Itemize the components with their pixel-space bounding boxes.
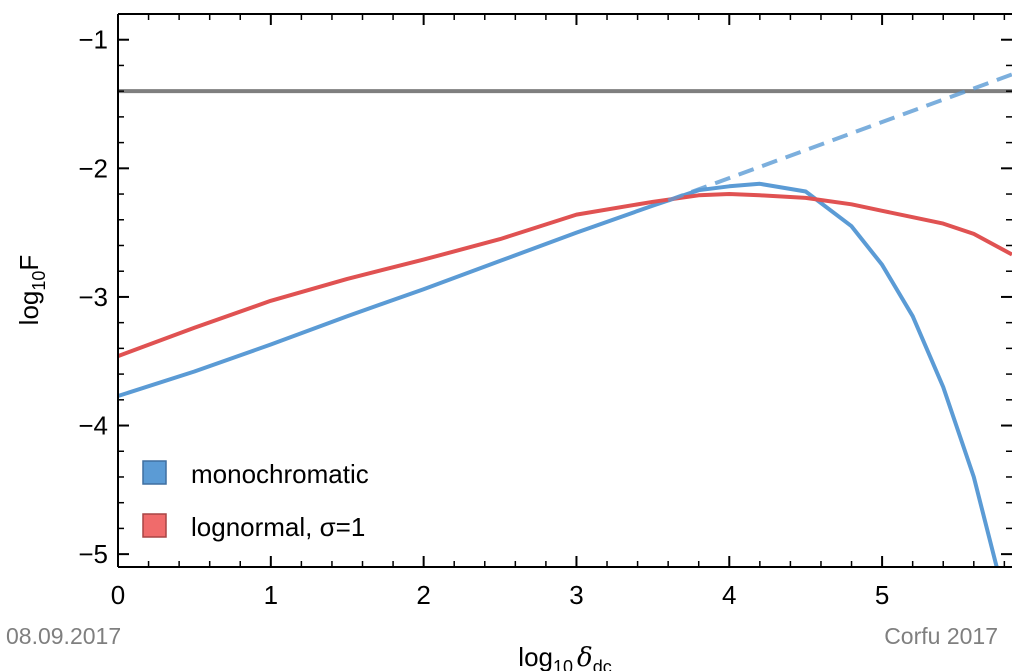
series-line-lognormal	[117, 192, 1012, 358]
series-line-monochromatic	[117, 181, 999, 568]
y-axis-label-symbol: F	[14, 255, 44, 271]
x-tick-label: 4	[722, 580, 736, 610]
axis-ticks	[117, 14, 1012, 567]
legend-swatch-monochromatic	[142, 460, 167, 485]
footer-event: Corfu 2017	[884, 623, 998, 649]
x-axis-label-symbol: δ	[577, 643, 593, 671]
legend-swatch-lognormal	[142, 513, 167, 538]
x-axis-label: log10 δdc	[518, 642, 611, 671]
x-axis-label-sub: 10	[553, 657, 573, 671]
x-tick-label: 0	[111, 580, 125, 610]
legend: monochromatic lognormal, σ=1	[142, 459, 369, 542]
series-line-extrapolation	[667, 72, 1012, 203]
x-tick-label: 2	[416, 580, 430, 610]
y-tick-label: −5	[78, 539, 108, 569]
footer-date: 08.09.2017	[6, 623, 122, 649]
plot-lines	[117, 72, 1012, 568]
x-tick-label: 3	[569, 580, 583, 610]
x-axis-label-symbol-sub: dc	[593, 657, 612, 671]
x-tick-label: 5	[875, 580, 889, 610]
y-tick-label: −3	[78, 282, 108, 312]
x-axis-label-base: log	[518, 642, 553, 671]
y-axis-label-sub: 10	[29, 271, 49, 291]
legend-label-monochromatic: monochromatic	[191, 459, 369, 489]
y-tick-label: −1	[78, 25, 108, 55]
y-axis-label-base: log	[14, 291, 44, 326]
y-axis-label: log10F	[14, 255, 49, 326]
tick-labels: 0 1 2 3 4 5 −1 −2 −3 −4 −5	[78, 25, 889, 610]
legend-label-lognormal: lognormal, σ=1	[191, 512, 365, 542]
y-tick-label: −2	[78, 153, 108, 183]
y-tick-label: −4	[78, 411, 108, 441]
x-tick-label: 1	[264, 580, 278, 610]
plot-frame	[117, 13, 1012, 568]
